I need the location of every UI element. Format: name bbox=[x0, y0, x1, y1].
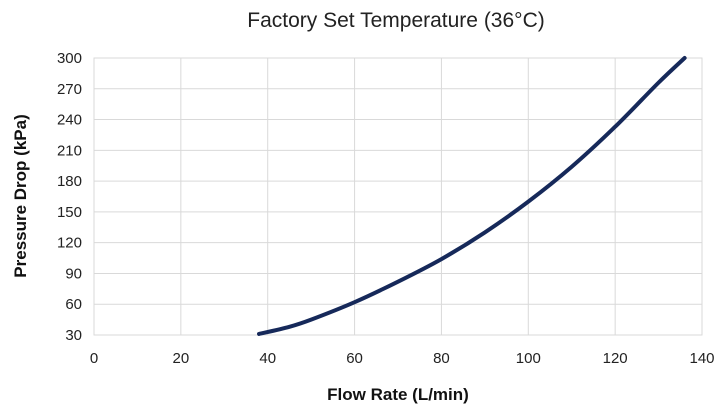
y-tick-label: 30 bbox=[65, 327, 82, 344]
x-tick-label: 140 bbox=[689, 350, 714, 367]
grid-lines bbox=[93, 57, 703, 336]
y-tick-label: 90 bbox=[65, 265, 82, 282]
y-tick-label: 180 bbox=[57, 173, 82, 190]
x-axis-ticks: 0 20 40 60 80 100 120 140 bbox=[90, 350, 715, 367]
x-tick-label: 20 bbox=[173, 350, 190, 367]
x-tick-label: 60 bbox=[346, 350, 363, 367]
series-line-0 bbox=[257, 56, 687, 336]
plot-area-frame bbox=[93, 57, 703, 336]
chart-title: Factory Set Temperature (36°C) bbox=[247, 9, 544, 32]
y-axis-label: Pressure Drop (kPa) bbox=[11, 114, 30, 277]
y-tick-label: 240 bbox=[57, 112, 82, 129]
y-tick-label: 270 bbox=[57, 81, 82, 98]
y-tick-label: 210 bbox=[57, 142, 82, 159]
x-tick-label: 120 bbox=[603, 350, 628, 367]
y-tick-label: 60 bbox=[65, 296, 82, 313]
x-tick-label: 40 bbox=[259, 350, 276, 367]
y-tick-label: 120 bbox=[57, 235, 82, 252]
y-tick-label: 300 bbox=[57, 50, 82, 67]
x-axis-label: Flow Rate (L/min) bbox=[327, 385, 469, 404]
x-tick-label: 80 bbox=[433, 350, 450, 367]
series-layer bbox=[257, 56, 687, 336]
x-tick-label: 0 bbox=[90, 350, 98, 367]
y-axis-ticks: 30 60 90 120 150 180 210 240 270 300 bbox=[57, 50, 82, 344]
x-tick-label: 100 bbox=[516, 350, 541, 367]
y-tick-label: 150 bbox=[57, 204, 82, 221]
